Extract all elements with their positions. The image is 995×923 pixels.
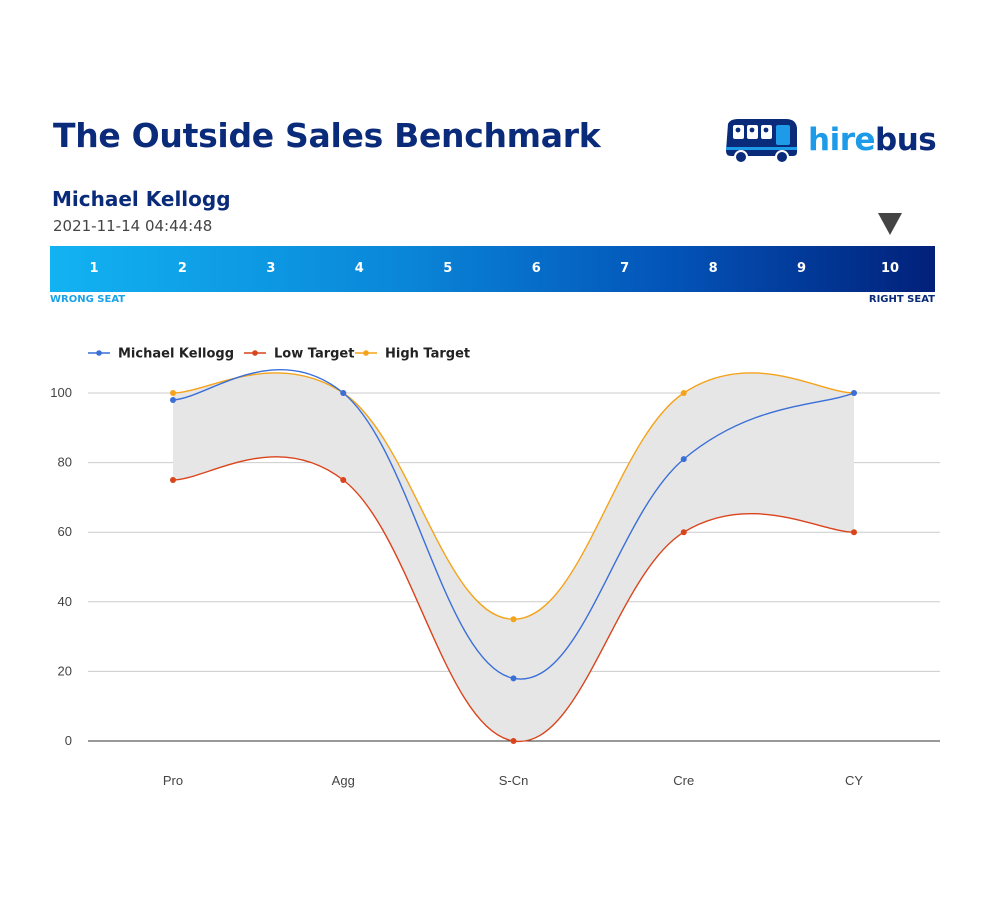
scale-marker-icon	[878, 213, 902, 235]
data-point-low-target	[170, 477, 176, 483]
data-point-michael-kellogg	[170, 396, 176, 403]
y-tick-label: 100	[50, 385, 72, 400]
hirebus-logo: hirebus	[724, 116, 937, 166]
y-tick-label: 0	[65, 733, 72, 748]
legend-item-high-target: High Target	[355, 347, 470, 362]
y-tick-label: 80	[58, 455, 72, 470]
y-tick-label: 60	[58, 524, 72, 539]
legend-item-michael-kellogg: Michael Kellogg	[88, 347, 234, 362]
data-point-low-target	[851, 529, 857, 536]
bus-icon	[726, 119, 797, 164]
data-point-michael-kellogg	[851, 390, 857, 396]
logo-text-hire: hire	[808, 122, 876, 158]
x-tick-label: Agg	[332, 773, 355, 788]
legend-label: High Target	[385, 347, 470, 362]
benchmark-chart: 0 20 40 60 80 100 Pro Agg S-Cn Cre CY Michael Kello…	[50, 347, 940, 788]
y-tick-label: 20	[58, 663, 72, 678]
legend-swatch-dot	[252, 350, 258, 356]
target-band	[173, 372, 854, 742]
scale-number-7: 7	[620, 261, 630, 276]
legend-label: Michael Kellogg	[118, 347, 234, 362]
x-tick-label: Cre	[673, 773, 694, 788]
logo-text-bus: bus	[875, 122, 937, 158]
x-tick-label: CY	[845, 773, 863, 788]
data-point-michael-kellogg	[340, 390, 347, 396]
legend-swatch-dot	[363, 350, 369, 356]
page-title: The Outside Sales Benchmark	[53, 116, 601, 155]
legend-item-low-target: Low Target	[244, 347, 354, 362]
data-point-low-target	[510, 738, 517, 744]
scale-number-2: 2	[177, 261, 187, 276]
scale-label-wrong-seat: WRONG SEAT	[50, 294, 126, 305]
scale-number-1: 1	[89, 261, 99, 276]
data-point-high-target	[510, 616, 517, 623]
scale-number-9: 9	[797, 261, 807, 276]
legend-label: Low Target	[274, 347, 354, 362]
scale-number-3: 3	[266, 261, 276, 276]
legend-swatch-dot	[96, 350, 102, 356]
scale-number-6: 6	[531, 261, 541, 276]
data-point-low-target	[340, 477, 347, 483]
report-timestamp: 2021-11-14 04:44:48	[53, 217, 213, 235]
x-tick-label: S-Cn	[499, 773, 529, 788]
data-point-high-target	[170, 390, 176, 396]
scale-number-5: 5	[443, 261, 453, 276]
fit-scale-bar: 1 2 3 4 5 6 7 8 9 10	[50, 246, 935, 292]
scale-number-10: 10	[880, 261, 900, 276]
y-tick-label: 40	[58, 594, 72, 609]
logo-text: hirebus	[808, 122, 937, 158]
data-point-michael-kellogg	[510, 675, 517, 682]
data-point-high-target	[680, 390, 687, 396]
scale-number-8: 8	[708, 261, 718, 276]
x-tick-label: Pro	[163, 773, 183, 788]
scale-number-4: 4	[354, 261, 364, 276]
data-point-low-target	[680, 529, 687, 536]
data-point-michael-kellogg	[680, 456, 687, 463]
scale-label-right-seat: RIGHT SEAT	[868, 294, 935, 305]
candidate-name: Michael Kellogg	[52, 187, 231, 211]
